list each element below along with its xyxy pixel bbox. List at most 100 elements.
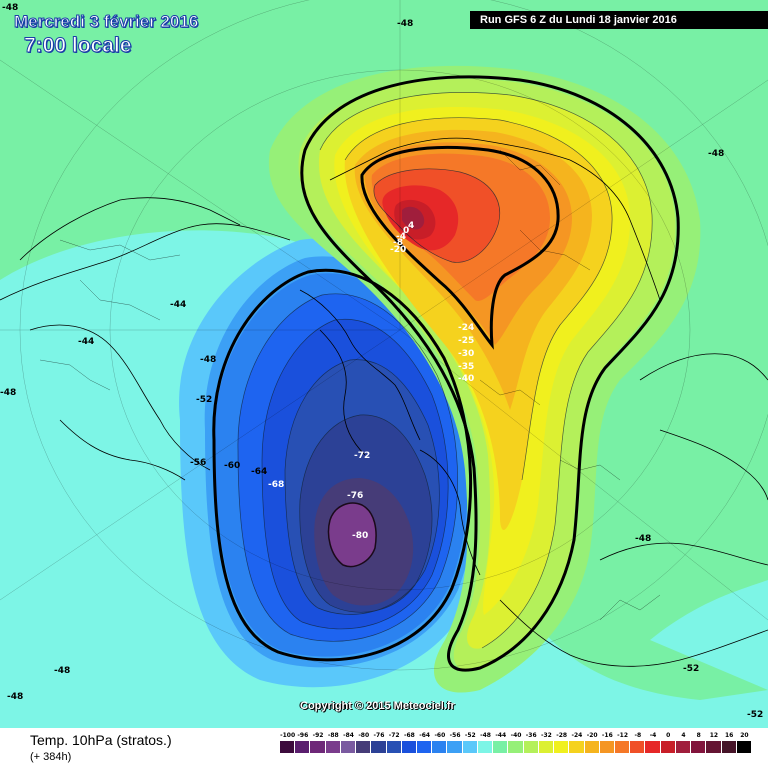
legend-label: -100 bbox=[280, 732, 296, 739]
forecast-time: 7:00 locale bbox=[23, 34, 132, 58]
contour-thick-inner bbox=[360, 145, 560, 350]
legend-label: 12 bbox=[709, 732, 719, 739]
legend-swatch bbox=[736, 741, 752, 753]
map-label: -48 bbox=[397, 19, 413, 29]
legend-swatch bbox=[660, 741, 676, 753]
legend-label: -72 bbox=[388, 732, 400, 739]
legend-label: -64 bbox=[419, 732, 431, 739]
legend-label: 8 bbox=[696, 732, 701, 739]
map-label: -35 bbox=[458, 362, 474, 372]
contour-lines bbox=[237, 92, 653, 649]
legend-label: -96 bbox=[297, 732, 309, 739]
map-label: -56 bbox=[190, 458, 206, 468]
legend-swatch bbox=[645, 741, 661, 753]
legend-swatch bbox=[386, 741, 402, 753]
legend-swatch bbox=[477, 741, 494, 753]
map-label: -40 bbox=[458, 374, 474, 384]
legend-label: -80 bbox=[358, 732, 370, 739]
field-name: Temp. 10hPa (stratos.) bbox=[30, 732, 172, 748]
map-label: -68 bbox=[268, 480, 284, 490]
map-label: -76 bbox=[347, 491, 363, 501]
legend-label: -88 bbox=[327, 732, 339, 739]
map-label: -52 bbox=[747, 710, 763, 720]
map-label: -48 bbox=[635, 534, 651, 544]
vortex-core bbox=[327, 502, 377, 568]
map-label: -8 bbox=[393, 238, 403, 248]
legend-swatch bbox=[538, 741, 555, 753]
legend-label: -24 bbox=[571, 732, 583, 739]
map-label: -52 bbox=[196, 395, 212, 405]
legend-swatch bbox=[447, 741, 463, 753]
legend-label: 20 bbox=[740, 732, 749, 739]
map-label: -48 bbox=[708, 149, 724, 159]
legend-swatch bbox=[584, 741, 600, 753]
graticule bbox=[0, 0, 768, 671]
map-label: -80 bbox=[352, 531, 368, 541]
legend-swatch bbox=[508, 741, 524, 753]
legend-label: -76 bbox=[373, 732, 385, 739]
legend-swatch bbox=[675, 741, 692, 753]
map-label: -4 bbox=[396, 232, 406, 242]
legend-swatch bbox=[706, 741, 722, 753]
map-label: -64 bbox=[251, 467, 267, 477]
legend-label: -44 bbox=[495, 732, 507, 739]
legend-swatch bbox=[569, 741, 585, 753]
legend-label: -84 bbox=[343, 732, 354, 739]
legend-label: -20 bbox=[586, 732, 598, 739]
legend-swatch bbox=[721, 741, 737, 753]
legend-swatch bbox=[371, 741, 387, 753]
legend-swatch bbox=[417, 741, 433, 753]
legend-swatch bbox=[523, 741, 539, 753]
legend-label: -28 bbox=[556, 732, 568, 739]
temperature-map: -48 -48 -48 -48 -44 -44 -48 -52 -56 -60 … bbox=[0, 0, 768, 728]
legend-label: -60 bbox=[434, 732, 446, 739]
map-label: -60 bbox=[224, 461, 240, 471]
map-label: -24 bbox=[458, 323, 474, 333]
copyright: Copyright © 2015 Meteociel.fr bbox=[300, 700, 455, 712]
legend-swatch bbox=[432, 741, 448, 753]
legend-swatch bbox=[325, 741, 341, 753]
legend-label: 16 bbox=[724, 732, 734, 739]
legend-label: -36 bbox=[525, 732, 537, 739]
legend-swatch bbox=[614, 741, 631, 753]
legend-swatch bbox=[310, 741, 326, 753]
map-label: -48 bbox=[54, 666, 70, 676]
legend-label: -52 bbox=[464, 732, 476, 739]
map-label: -25 bbox=[458, 336, 474, 346]
color-legend: -100 -96 -92 -88 -84 -80 -76 -72 -68 -64 -60 -56 -52… bbox=[280, 732, 752, 764]
legend-label: -12 bbox=[617, 732, 628, 739]
footer: Temp. 10hPa (stratos.) (+ 384h) -100 -96-… bbox=[0, 728, 768, 768]
warm-core-inner bbox=[402, 206, 425, 230]
map-label: -44 bbox=[78, 337, 94, 347]
map-label: -48 bbox=[7, 692, 23, 702]
map-label: -48 bbox=[200, 355, 216, 365]
legend-label: 0 bbox=[666, 732, 671, 739]
legend-swatch bbox=[401, 741, 418, 753]
legend-swatch bbox=[280, 741, 296, 753]
contour-thick-vortex bbox=[212, 268, 473, 662]
map-label: -44 bbox=[170, 300, 186, 310]
lead-time: (+ 384h) bbox=[30, 751, 72, 763]
legend-swatch bbox=[630, 741, 646, 753]
map-label: -48 bbox=[2, 3, 18, 13]
legend-swatch bbox=[554, 741, 570, 753]
legend-swatch bbox=[295, 741, 311, 753]
forecast-date: Mercredi 3 février 2016 bbox=[13, 12, 199, 32]
legend-label: -68 bbox=[403, 732, 415, 739]
model-run-label: Run GFS 6 Z du Lundi 18 janvier 2016 bbox=[470, 11, 768, 29]
legend-label: -92 bbox=[312, 732, 324, 739]
legend-swatch bbox=[340, 741, 357, 753]
legend-label: -16 bbox=[601, 732, 613, 739]
cyan-zone-2 bbox=[650, 580, 768, 690]
legend-label: -48 bbox=[480, 732, 491, 739]
map-label: -52 bbox=[683, 664, 699, 674]
legend-swatch bbox=[493, 741, 509, 753]
legend-label: -40 bbox=[510, 732, 522, 739]
legend-label: 4 bbox=[681, 732, 686, 739]
map-label: 4 bbox=[408, 221, 414, 231]
legend-swatch bbox=[691, 741, 707, 753]
legend-label: -8 bbox=[634, 732, 642, 739]
legend-swatch bbox=[462, 741, 478, 753]
borders bbox=[39, 149, 661, 621]
map-label: -72 bbox=[354, 451, 370, 461]
